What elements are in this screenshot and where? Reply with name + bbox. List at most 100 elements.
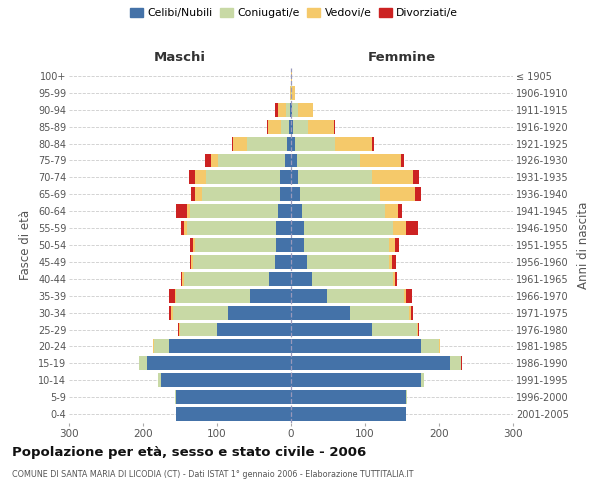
Bar	[292, 86, 295, 100]
Bar	[404, 289, 406, 302]
Bar	[178, 322, 179, 336]
Bar	[180, 322, 217, 336]
Bar	[389, 255, 392, 269]
Bar	[175, 289, 176, 302]
Bar	[193, 238, 195, 252]
Bar	[190, 238, 193, 252]
Text: Popolazione per età, sesso e stato civile - 2006: Popolazione per età, sesso e stato civil…	[12, 446, 366, 459]
Bar	[291, 204, 302, 218]
Bar	[291, 407, 406, 421]
Bar	[285, 154, 291, 168]
Bar	[228, 306, 291, 320]
Bar	[291, 272, 312, 285]
Bar	[291, 340, 421, 353]
Bar	[307, 255, 389, 269]
Bar	[291, 356, 450, 370]
Bar	[269, 272, 291, 285]
Bar	[392, 255, 396, 269]
Bar	[291, 69, 292, 83]
Bar	[276, 238, 291, 252]
Bar	[191, 255, 193, 269]
Bar	[291, 103, 292, 117]
Bar	[398, 204, 402, 218]
Bar	[291, 255, 307, 269]
Bar	[289, 120, 291, 134]
Bar	[406, 390, 407, 404]
Bar	[406, 221, 418, 235]
Bar	[291, 374, 421, 387]
Bar	[217, 322, 291, 336]
Bar	[450, 356, 461, 370]
Bar	[233, 136, 247, 150]
Bar	[417, 322, 418, 336]
Bar	[415, 188, 421, 201]
Bar	[266, 120, 268, 134]
Bar	[406, 289, 412, 302]
Bar	[179, 322, 180, 336]
Bar	[373, 170, 413, 184]
Bar	[411, 306, 413, 320]
Bar	[268, 120, 281, 134]
Bar	[291, 306, 350, 320]
Bar	[291, 154, 297, 168]
Y-axis label: Fasce di età: Fasce di età	[19, 210, 32, 280]
Bar	[409, 306, 411, 320]
Bar	[278, 204, 291, 218]
Bar	[281, 120, 289, 134]
Bar	[139, 356, 146, 370]
Bar	[304, 238, 389, 252]
Bar	[189, 170, 195, 184]
Bar	[190, 255, 191, 269]
Bar	[373, 136, 374, 150]
Bar	[287, 136, 291, 150]
Bar	[304, 221, 393, 235]
Bar	[380, 188, 415, 201]
Bar	[280, 188, 291, 201]
Bar	[298, 170, 373, 184]
Bar	[184, 272, 269, 285]
Text: Maschi: Maschi	[154, 51, 206, 64]
Bar	[302, 204, 385, 218]
Bar	[291, 390, 406, 404]
Bar	[175, 390, 176, 404]
Bar	[393, 221, 406, 235]
Bar	[275, 103, 278, 117]
Bar	[161, 374, 291, 387]
Bar	[206, 170, 280, 184]
Bar	[421, 374, 424, 387]
Bar	[181, 221, 184, 235]
Bar	[291, 86, 292, 100]
Bar	[291, 136, 295, 150]
Bar	[335, 136, 373, 150]
Bar	[290, 103, 291, 117]
Bar	[181, 272, 182, 285]
Bar	[385, 204, 398, 218]
Bar	[293, 120, 308, 134]
Bar	[308, 120, 334, 134]
Bar	[275, 255, 291, 269]
Bar	[326, 289, 404, 302]
Bar	[389, 238, 395, 252]
Bar	[401, 154, 404, 168]
Y-axis label: Anni di nascita: Anni di nascita	[577, 202, 590, 288]
Bar	[360, 154, 401, 168]
Bar	[413, 170, 419, 184]
Bar	[182, 272, 184, 285]
Bar	[190, 204, 278, 218]
Bar	[395, 272, 397, 285]
Bar	[461, 356, 462, 370]
Bar	[211, 154, 218, 168]
Bar	[439, 340, 440, 353]
Bar	[298, 103, 313, 117]
Bar	[334, 120, 335, 134]
Bar	[218, 154, 285, 168]
Bar	[247, 136, 287, 150]
Bar	[291, 238, 304, 252]
Bar	[350, 306, 409, 320]
Text: Femmine: Femmine	[368, 51, 436, 64]
Bar	[184, 221, 187, 235]
Bar	[191, 188, 195, 201]
Bar	[280, 170, 291, 184]
Bar	[152, 340, 154, 353]
Bar	[291, 221, 304, 235]
